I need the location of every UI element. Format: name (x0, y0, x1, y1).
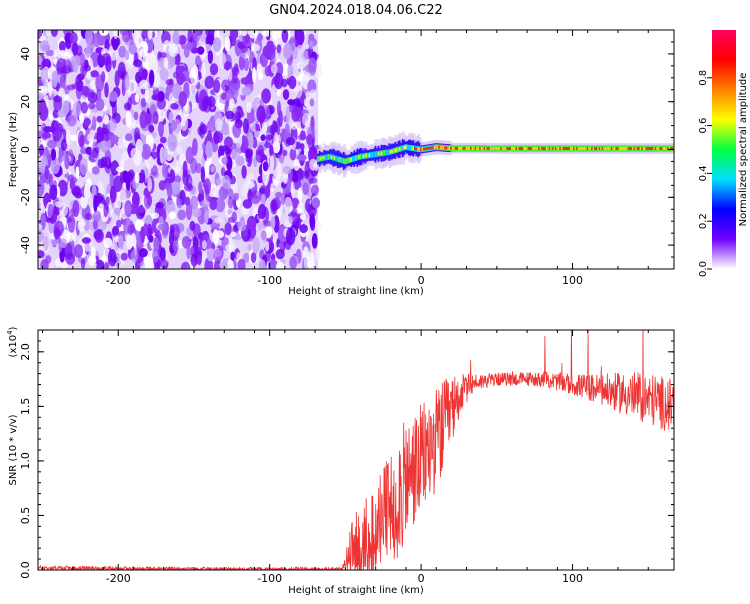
y-tick-label: 1.0 (19, 452, 32, 470)
colorbar-tick-label: 0.2 (698, 213, 709, 229)
spectrogram-image (38, 30, 674, 269)
x-tick-label: -100 (257, 274, 282, 287)
y-tick-label: -40 (19, 236, 32, 254)
y-axis-label: Frequency (Hz) (8, 112, 19, 188)
colorbar-label: Normalized spectral amplitude (738, 73, 749, 227)
x-tick-label: 100 (562, 274, 583, 287)
colorbar-tick-label: 0.8 (698, 70, 709, 86)
y-tick-label: 0.5 (19, 507, 32, 525)
x-tick-label: 0 (418, 572, 425, 585)
y-tick-label: 0.0 (19, 561, 32, 579)
y-axis-label: SNR (10 * v/v) (8, 414, 19, 485)
x-tick-label: 100 (562, 572, 583, 585)
y-scale-label: (x104) (6, 326, 19, 357)
colorbar-tick-label: 0.0 (698, 261, 709, 277)
y-tick-label: 0 (19, 146, 32, 153)
x-tick-label: -100 (257, 572, 282, 585)
snr-series-line (38, 330, 674, 570)
y-tick-label: 1.5 (19, 398, 32, 416)
y-tick-label: -20 (19, 188, 32, 206)
x-tick-label: 0 (418, 274, 425, 287)
x-tick-label: -200 (106, 274, 131, 287)
y-tick-label: 20 (19, 95, 32, 109)
snr-panel: 0.0 0.5 1.0 1.5 2.0 -200 -100 0 100 Height of str… (6, 326, 675, 596)
y-tick-label: 40 (19, 47, 32, 61)
colorbar-gradient (712, 30, 736, 269)
colorbar-tick-label: 0.6 (698, 118, 709, 134)
figure-title: GN04.2024.018.04.06.C22 (269, 3, 443, 18)
colorbar: 0.0 0.2 0.4 0.6 0.8 Normalized spectral ampli… (698, 30, 749, 277)
x-axis-label: Height of straight line (km) (288, 585, 424, 596)
colorbar-tick-label: 0.4 (698, 165, 709, 181)
x-tick-label: -200 (106, 572, 131, 585)
x-axis-label: Height of straight line (km) (288, 286, 424, 297)
y-tick-label: 2.0 (19, 343, 32, 361)
